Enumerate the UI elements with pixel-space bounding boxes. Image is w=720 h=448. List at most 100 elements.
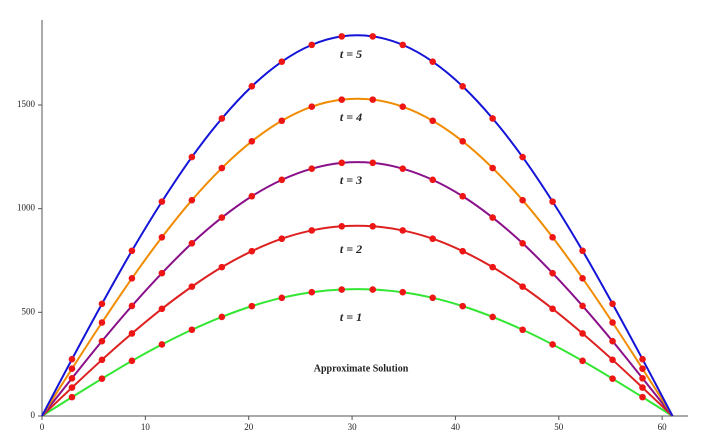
data-point [579,247,586,255]
data-point [429,235,437,243]
data-point [308,288,316,296]
data-point [128,275,136,282]
data-point [158,341,166,348]
data-point [399,227,407,234]
data-point [248,192,256,200]
x-tick-label: 50 [554,422,564,432]
data-point [308,165,316,172]
data-point [308,103,316,110]
data-point [609,356,616,364]
data-point [369,159,377,167]
data-point [399,103,407,110]
data-point [158,269,166,277]
data-point [278,176,286,184]
data-point [459,192,466,200]
data-point [459,137,466,145]
series-label: t = 2 [340,242,362,256]
data-point [98,375,106,382]
data-point [519,283,526,290]
data-point [489,115,496,122]
data-point [519,326,526,334]
data-point [549,341,556,348]
data-point [549,198,556,205]
data-point [489,214,496,221]
data-point [128,330,136,337]
data-point [579,302,586,310]
data-point [369,222,377,230]
x-tick-label: 60 [658,422,668,432]
data-point [158,233,166,241]
data-point [308,41,316,49]
data-point [218,214,226,221]
data-point [639,374,646,382]
data-point [369,33,377,40]
series-label: t = 4 [340,110,362,124]
data-point [188,196,196,204]
data-point [128,302,136,310]
data-point [369,96,377,103]
data-point [549,233,556,241]
data-point [489,263,496,271]
data-point [459,247,466,255]
x-tick-label: 0 [40,422,45,432]
data-point [639,365,646,373]
data-point [489,313,496,321]
data-point [218,313,226,321]
x-tick-label: 20 [244,422,254,432]
y-tick-label: 0 [31,410,36,420]
data-point [158,198,166,205]
data-point [158,305,166,313]
series-line [41,161,674,417]
data-point [609,319,616,326]
data-point [98,319,106,326]
data-point [248,302,256,310]
data-point [218,263,226,271]
data-point [338,222,346,230]
data-point [519,153,526,161]
data-point [519,239,526,247]
series-line [41,97,674,417]
data-point [489,164,496,172]
data-point [338,96,346,103]
x-tick-label: 40 [451,422,461,432]
y-tick-label: 1500 [17,99,36,109]
data-point [278,117,286,125]
series-line [41,34,674,417]
data-point [609,300,616,308]
data-point [248,83,256,90]
series-line [41,288,674,417]
data-point [579,275,586,282]
y-tick-label: 1000 [17,203,36,213]
data-point [639,384,646,391]
series-label: t = 3 [340,173,362,187]
data-point [278,294,286,302]
data-point [399,165,407,172]
data-point [429,294,437,302]
data-point [549,305,556,313]
data-point [308,227,316,234]
x-tick-label: 10 [141,422,151,432]
data-point [459,302,466,310]
data-point [188,239,196,247]
data-point [98,356,106,364]
data-point [218,164,226,172]
data-point [98,337,106,345]
data-point [609,337,616,345]
data-point [248,247,256,255]
data-point [68,374,76,382]
data-point [98,300,106,308]
series-line [41,224,674,417]
data-point [128,247,136,255]
data-point [248,137,256,145]
data-point [188,153,196,161]
data-point [68,393,76,401]
data-point [68,384,76,391]
data-point [639,393,646,401]
data-point [549,269,556,277]
data-point [338,159,346,167]
data-point [128,357,136,365]
data-point [338,286,346,293]
data-point [188,326,196,334]
data-point [399,41,407,49]
data-point [519,196,526,204]
